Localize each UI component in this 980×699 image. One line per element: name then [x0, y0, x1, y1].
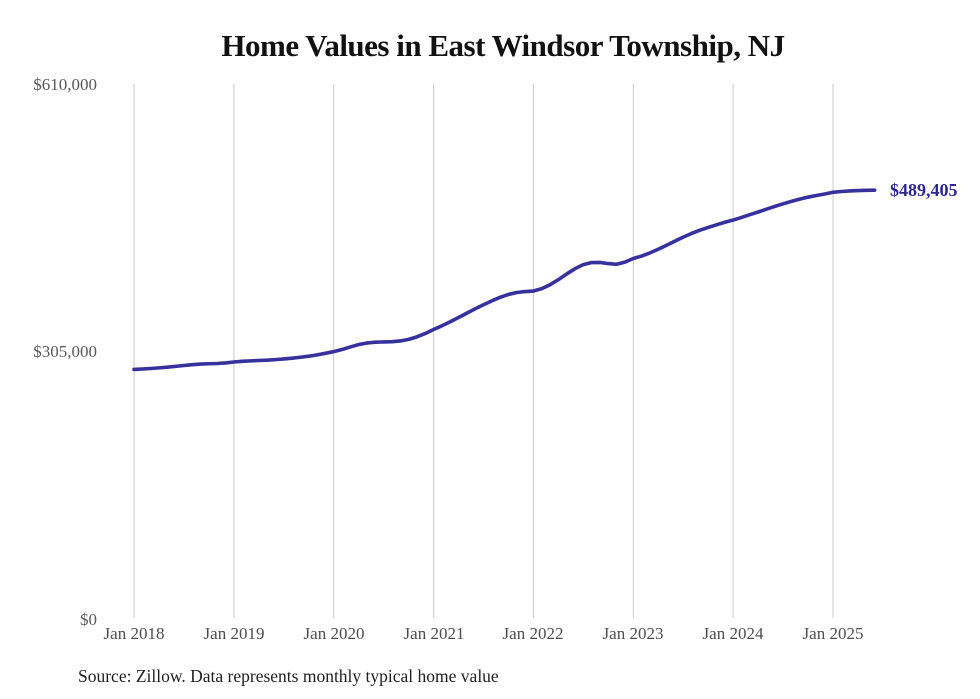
x-tick-label: Jan 2020 — [303, 624, 365, 643]
chart-title: Home Values in East Windsor Township, NJ — [221, 28, 785, 63]
y-tick-label: $305,000 — [33, 342, 97, 361]
home-value-series-line — [132, 188, 877, 372]
latest-value-label: $489,405 — [890, 180, 958, 200]
x-tick-label: Jan 2025 — [802, 624, 864, 643]
x-tick-label: Jan 2024 — [702, 624, 764, 643]
x-tick-label: Jan 2019 — [203, 624, 265, 643]
x-tick-label: Jan 2023 — [602, 624, 664, 643]
y-tick-label: $0 — [80, 610, 97, 629]
vertical-gridlines — [133, 84, 834, 618]
y-tick-label: $610,000 — [33, 75, 97, 94]
x-tick-label: Jan 2021 — [403, 624, 465, 643]
x-tick-label: Jan 2022 — [502, 624, 564, 643]
x-tick-label: Jan 2018 — [103, 624, 165, 643]
source-note: Source: Zillow. Data represents monthly … — [78, 666, 499, 686]
